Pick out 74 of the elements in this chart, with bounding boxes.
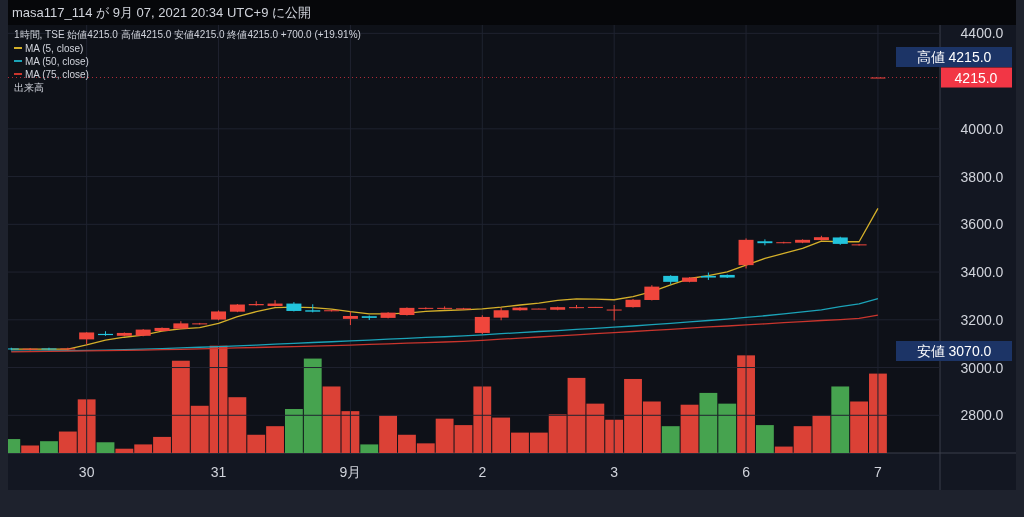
legend-label: MA (5, close) [25,43,84,54]
y-tick-label: 2800.0 [960,407,1004,424]
bar [755,425,774,453]
y-tick-label: 3800.0 [960,168,1004,185]
bar [624,378,642,453]
bar [642,401,661,453]
bar [548,414,567,453]
x-tick-label: 6 [742,464,751,480]
y-tick-label: 4000.0 [960,120,1004,137]
bar [379,415,398,453]
bar [492,417,511,453]
bar [454,425,473,453]
bar [190,405,209,453]
bar [473,386,492,453]
bar [793,426,812,453]
x-tick-label: 7 [874,464,883,480]
bar [812,415,831,453]
bar [115,448,134,453]
bar [398,434,416,453]
bar [435,418,454,453]
bar [266,426,284,453]
bar [511,432,529,453]
x-tick-label: 9月 [339,464,362,480]
bar [134,444,153,453]
candlestick [606,304,622,322]
bar [850,401,869,453]
candlestick [851,243,867,247]
bar [680,404,699,453]
bar [171,360,190,453]
bar [718,403,737,453]
bar [360,444,379,453]
line-series [10,297,879,352]
chart-subtitle: 1時間, TSE 始値4215.0 高値4215.0 安値4215.0 終値4215.0 +700.0 (+19.91%) [14,29,361,40]
bar [831,386,850,453]
candlestick [757,238,773,246]
bar [77,399,96,453]
bar [228,397,247,453]
candlestick [41,347,57,351]
ref-line-label: 4215.0 [954,69,998,86]
y-tick-label: 3600.0 [960,216,1004,233]
bar [586,403,605,453]
x-tick-label: 30 [78,464,95,480]
bar [40,441,58,453]
bar [58,431,77,453]
bar [529,432,548,453]
bar [322,386,341,453]
bar [247,434,266,453]
bar [303,358,322,453]
bar [153,436,171,453]
y-tick-label: 3400.0 [960,264,1004,281]
y-tick-label: 4400.0 [960,25,1004,42]
candlestick [22,347,38,351]
bar [699,392,718,453]
candlestick [474,314,490,335]
x-tick-label: 31 [210,464,227,480]
bar [774,446,793,453]
legend-label: MA (50, close) [25,56,89,67]
line-series [10,314,879,353]
bar [605,419,624,453]
text: 出来高 [14,82,44,93]
price-badge: 安値 3070.0 [896,341,1012,361]
bar [567,377,586,453]
bar [661,426,680,453]
y-tick-label: 3200.0 [960,311,1004,328]
text: masa117_114 が 9月 07, 2021 20:34 UTC+9 に公開 [12,5,312,20]
line-series [10,207,879,350]
price-badge: 高値 4215.0 [896,47,1012,67]
bar [416,443,435,453]
legend-label: MA (75, close) [25,69,89,80]
x-tick-label: 2 [478,464,487,480]
x-tick-label: 3 [610,464,619,480]
bar [284,409,303,453]
bar [96,442,115,453]
y-tick-label: 3000.0 [960,359,1004,376]
